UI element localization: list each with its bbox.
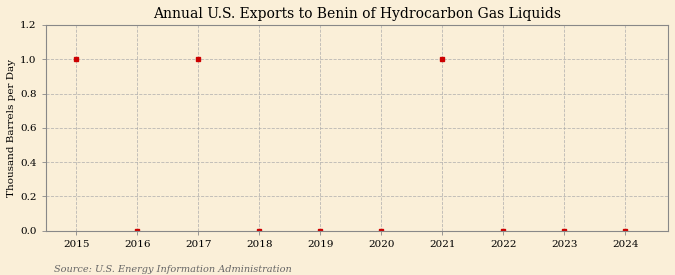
Title: Annual U.S. Exports to Benin of Hydrocarbon Gas Liquids: Annual U.S. Exports to Benin of Hydrocar… <box>153 7 561 21</box>
Y-axis label: Thousand Barrels per Day: Thousand Barrels per Day <box>7 59 16 197</box>
Text: Source: U.S. Energy Information Administration: Source: U.S. Energy Information Administ… <box>54 265 292 274</box>
